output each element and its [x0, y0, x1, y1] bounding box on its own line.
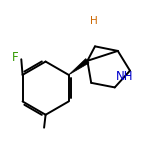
Polygon shape: [69, 59, 89, 75]
Text: F: F: [12, 51, 19, 64]
Text: H: H: [90, 16, 97, 26]
Text: NH: NH: [116, 69, 133, 83]
